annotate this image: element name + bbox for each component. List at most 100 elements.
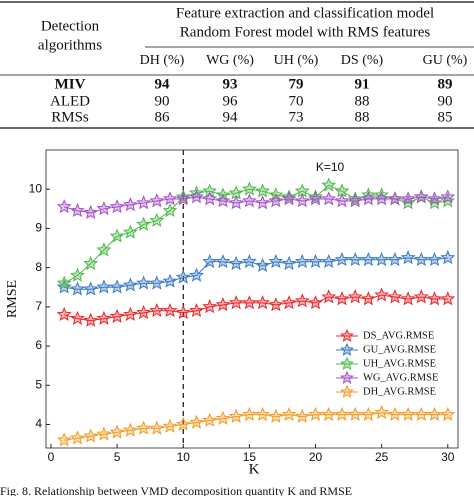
star-marker — [149, 212, 165, 227]
star-marker — [215, 297, 231, 312]
row-name: ALED — [50, 93, 90, 109]
star-marker — [215, 410, 231, 425]
star-marker — [294, 293, 310, 308]
legend-marker — [340, 370, 354, 384]
star-marker — [162, 203, 178, 218]
cell: 90 — [438, 93, 453, 109]
star-marker — [440, 291, 456, 306]
star-marker — [70, 310, 85, 325]
star-marker — [241, 193, 257, 208]
star-marker — [308, 191, 323, 206]
star-marker — [321, 191, 337, 206]
x-tick-label: 0 — [48, 450, 55, 464]
star-marker — [70, 281, 85, 296]
star-marker — [70, 430, 85, 445]
cell: 70 — [289, 93, 304, 109]
row-name: RMSs — [51, 109, 89, 125]
star-marker — [149, 275, 165, 290]
star-marker — [241, 406, 257, 421]
star-marker — [321, 289, 337, 304]
star-marker — [162, 191, 178, 206]
star-marker — [268, 254, 284, 269]
x-tick-label: 5 — [114, 450, 121, 464]
star-marker — [122, 422, 138, 437]
legend-label: WG_AVG.RMSE — [363, 372, 438, 383]
star-marker — [162, 303, 178, 318]
star-marker — [360, 291, 376, 306]
column-header: DS (%) — [341, 53, 384, 68]
star-marker — [202, 183, 218, 198]
star-marker — [255, 183, 271, 198]
cell: 86 — [155, 109, 171, 125]
star-marker — [228, 195, 244, 210]
legend-marker — [340, 328, 354, 342]
star-marker — [334, 252, 350, 267]
star-marker — [215, 193, 231, 208]
y-tick-label: 4 — [35, 417, 42, 431]
star-marker — [281, 295, 297, 310]
legend-label: DH_AVG.RMSE — [363, 386, 436, 397]
x-tick-label: 25 — [375, 450, 389, 464]
star-marker — [308, 406, 323, 421]
x-tick-label: 10 — [177, 450, 191, 464]
star-marker — [334, 193, 350, 208]
star-marker — [96, 310, 112, 325]
star-marker — [175, 304, 191, 320]
y-tick-label: 10 — [29, 181, 43, 195]
legend-label: DS_AVG.RMSE — [363, 330, 434, 341]
star-marker — [413, 189, 429, 204]
star-marker — [122, 306, 138, 321]
star-marker — [347, 289, 363, 304]
star-marker — [109, 308, 125, 323]
star-marker — [255, 195, 271, 210]
star-marker — [56, 275, 72, 290]
star-marker — [440, 249, 456, 265]
star-marker — [83, 428, 99, 443]
star-marker — [387, 406, 403, 421]
star-marker — [360, 191, 376, 206]
star-marker — [189, 185, 204, 200]
series-line — [63, 184, 448, 284]
star-marker — [294, 253, 310, 269]
star-marker — [334, 406, 350, 421]
cell: 90 — [155, 93, 170, 109]
star-marker — [413, 406, 429, 421]
column-header: UH (%) — [274, 53, 319, 68]
star-marker — [241, 295, 257, 310]
star-marker — [149, 420, 165, 435]
star-marker — [70, 267, 85, 282]
group-header: Random Forest model with RMS features — [180, 24, 431, 40]
x-tick-label: 20 — [309, 450, 323, 464]
star-marker — [321, 177, 337, 192]
star-marker — [109, 199, 125, 214]
column-header: DH (%) — [140, 53, 185, 68]
star-marker — [321, 254, 337, 269]
series-line — [64, 412, 448, 441]
cell: 79 — [289, 76, 304, 92]
star-marker — [202, 191, 218, 206]
star-marker — [294, 408, 310, 423]
star-marker — [400, 191, 416, 206]
column-header: WG (%) — [206, 53, 254, 68]
star-marker — [162, 273, 178, 288]
star-marker — [241, 253, 257, 269]
star-marker — [413, 251, 429, 267]
star-marker — [109, 279, 125, 294]
star-marker — [96, 242, 112, 257]
x-tick-label: 15 — [243, 450, 257, 464]
series-line — [64, 294, 448, 322]
star-marker — [70, 203, 85, 218]
cell: 94 — [223, 109, 239, 125]
star-marker — [281, 406, 297, 421]
star-marker — [374, 404, 390, 420]
star-marker — [56, 306, 72, 321]
star-marker — [400, 249, 416, 265]
legend-label: GU_AVG.RMSE — [363, 344, 436, 355]
star-marker — [56, 199, 72, 214]
star-marker — [136, 420, 152, 435]
star-marker — [347, 193, 363, 208]
star-marker — [427, 406, 442, 421]
star-marker — [308, 295, 323, 310]
star-marker — [215, 254, 231, 269]
